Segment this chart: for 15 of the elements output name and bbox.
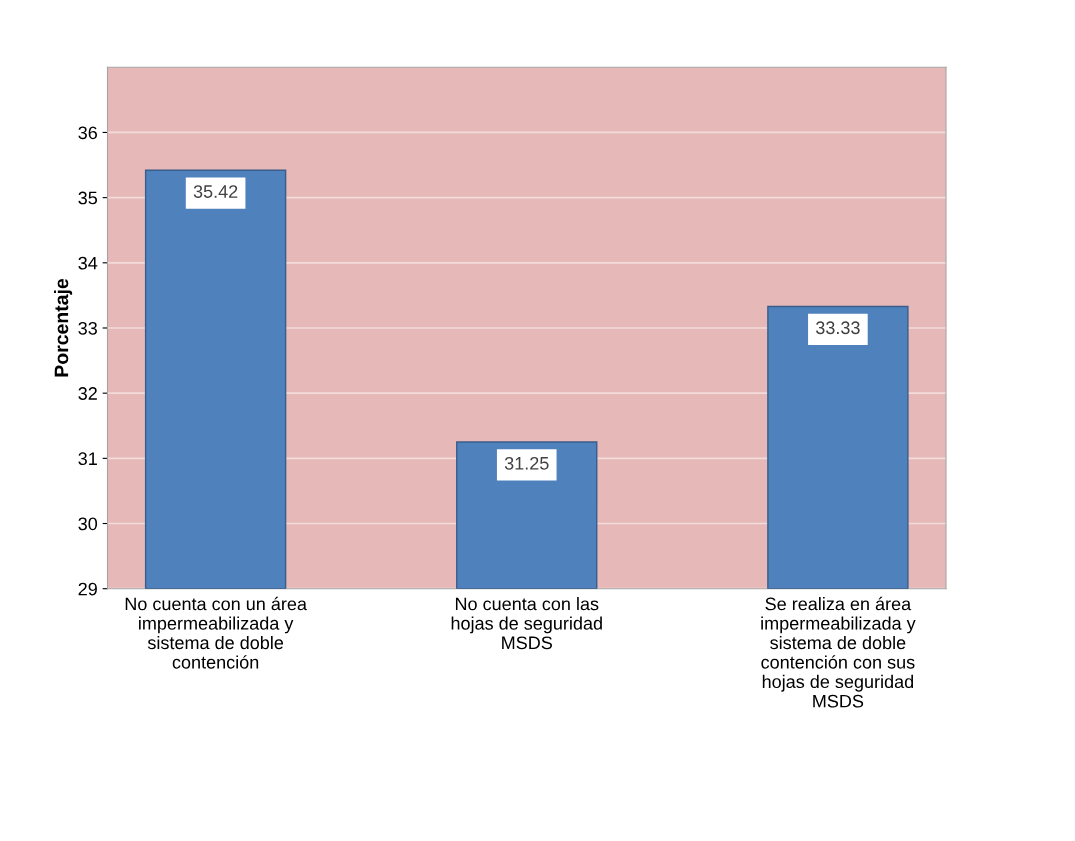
data-label: 31.25 [504,456,549,470]
y-tick-label: 35 [78,191,98,205]
y-tick-label: 30 [78,517,98,531]
y-tick-label: 36 [78,126,97,140]
y-tick-label: 34 [78,256,98,270]
data-label: 33.33 [815,321,860,335]
data-label: 35.42 [193,185,238,198]
x-tick-label: No cuenta con las hojas de seguridad MSDS [451,597,602,650]
y-axis-title: Porcentaje [54,278,73,377]
x-tick-label: No cuenta con un área impermeabilizada y sistema de doble contención [125,596,307,669]
y-tick-label: 33 [78,321,97,335]
y-tick-label: 32 [78,387,97,400]
y-tick-label: 29 [78,582,97,596]
y-tick-label: 31 [78,452,97,466]
x-tick-label: Se realiza en área impermeabilizada y sistema de doble contención con sus hojas de seguridad MSDS [761,596,916,708]
